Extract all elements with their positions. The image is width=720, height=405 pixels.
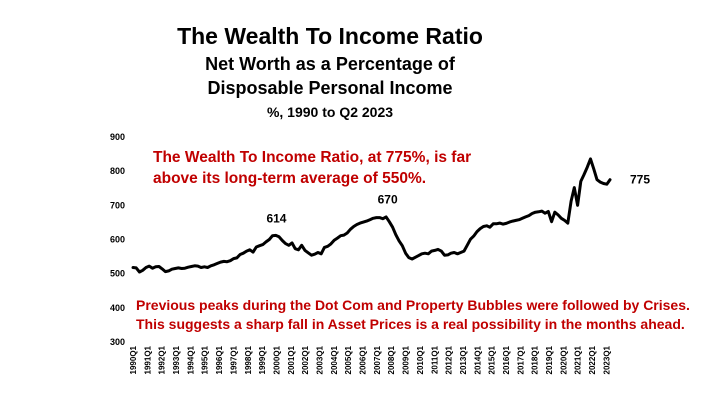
x-tick-label: 2008Q1 <box>387 345 396 374</box>
x-tick-label: 2005Q1 <box>344 345 353 374</box>
x-tick-label: 2014Q1 <box>473 345 482 374</box>
x-tick-label: 2020Q1 <box>559 345 568 374</box>
x-tick-label: 2016Q1 <box>502 345 511 374</box>
data-label: 614 <box>266 212 286 226</box>
chart-subtitle-line2: Disposable Personal Income <box>207 78 453 98</box>
annotation-top-line1: The Wealth To Income Ratio, at 775%, is … <box>153 149 472 166</box>
x-tick-label: 1996Q1 <box>215 345 224 374</box>
x-tick-label: 1995Q1 <box>201 345 210 374</box>
data-label: 670 <box>378 193 398 207</box>
x-tick-label: 1997Q1 <box>229 345 238 374</box>
y-tick-label: 500 <box>110 269 125 279</box>
data-label: 775 <box>630 173 650 187</box>
x-tick-label: 2015Q1 <box>488 345 497 374</box>
x-tick-label: 2003Q1 <box>315 345 324 374</box>
x-tick-label: 1999Q1 <box>258 345 267 374</box>
y-tick-label: 800 <box>110 166 125 176</box>
x-tick-label: 2006Q1 <box>359 345 368 374</box>
x-tick-label: 1993Q1 <box>172 345 181 374</box>
annotation-top: The Wealth To Income Ratio, at 775%, is … <box>153 147 471 189</box>
chart-subtitle-line3: %, 1990 to Q2 2023 <box>266 104 394 120</box>
annotation-bottom-line2: This suggests a sharp fall in Asset Pric… <box>136 316 685 332</box>
series-line <box>131 157 612 274</box>
x-tick-label: 2004Q1 <box>330 345 339 374</box>
x-tick-label: 2011Q1 <box>430 345 439 374</box>
y-tick-label: 300 <box>110 337 125 347</box>
y-tick-label: 600 <box>110 235 125 245</box>
x-tick-label: 1992Q1 <box>158 345 167 374</box>
x-tick-label: 2007Q1 <box>373 345 382 374</box>
x-tick-label: 2010Q1 <box>416 345 425 374</box>
x-tick-label: 1998Q1 <box>244 345 253 374</box>
x-tick-label: 2022Q1 <box>588 345 597 374</box>
y-tick-label: 900 <box>110 132 125 142</box>
x-tick-label: 1994Q1 <box>186 345 195 374</box>
x-tick-label: 2001Q1 <box>287 345 296 374</box>
y-tick-label: 700 <box>110 200 125 210</box>
chart-titles: The Wealth To Income Ratio Net Worth as … <box>60 22 600 122</box>
x-tick-label: 1990Q1 <box>129 345 138 374</box>
chart-title: The Wealth To Income Ratio <box>177 23 483 49</box>
x-tick-label: 2023Q1 <box>602 345 611 374</box>
x-tick-label: 2002Q1 <box>301 345 310 374</box>
y-tick-label: 400 <box>110 303 125 313</box>
annotation-top-line2: above its long-term average of 550%. <box>153 170 427 187</box>
x-tick-label: 2018Q1 <box>531 345 540 374</box>
x-tick-label: 2017Q1 <box>516 345 525 374</box>
x-tick-label: 2012Q1 <box>445 345 454 374</box>
x-tick-label: 2021Q1 <box>574 345 583 374</box>
chart-subtitle-line1: Net Worth as a Percentage of <box>205 54 455 74</box>
annotation-bottom: Previous peaks during the Dot Com and Pr… <box>136 296 690 334</box>
x-tick-label: 2013Q1 <box>459 345 468 374</box>
annotation-bottom-line1: Previous peaks during the Dot Com and Pr… <box>136 297 690 313</box>
x-tick-label: 2019Q1 <box>545 345 554 374</box>
x-tick-label: 1991Q1 <box>143 345 152 374</box>
x-tick-label: 2009Q1 <box>402 345 411 374</box>
x-tick-label: 2000Q1 <box>272 345 281 374</box>
